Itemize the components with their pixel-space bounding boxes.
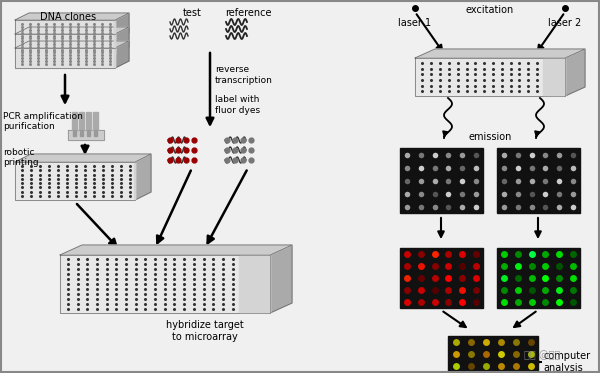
Polygon shape xyxy=(79,112,84,130)
Polygon shape xyxy=(497,248,580,308)
Polygon shape xyxy=(60,255,270,313)
Polygon shape xyxy=(448,336,538,373)
Text: hybridize target
to microarray: hybridize target to microarray xyxy=(166,320,244,342)
Polygon shape xyxy=(73,130,76,136)
Polygon shape xyxy=(15,27,129,34)
Text: laser 2: laser 2 xyxy=(548,18,581,28)
Polygon shape xyxy=(239,256,269,312)
Polygon shape xyxy=(94,130,97,136)
Polygon shape xyxy=(565,49,585,96)
Polygon shape xyxy=(60,245,292,255)
Polygon shape xyxy=(15,154,151,162)
Polygon shape xyxy=(15,41,129,48)
Polygon shape xyxy=(115,41,129,68)
Polygon shape xyxy=(15,20,115,40)
Polygon shape xyxy=(415,58,565,96)
Polygon shape xyxy=(15,162,135,200)
Polygon shape xyxy=(86,112,91,130)
Polygon shape xyxy=(72,112,77,130)
Polygon shape xyxy=(15,48,115,68)
Text: reference: reference xyxy=(225,8,271,18)
Polygon shape xyxy=(114,49,115,67)
Polygon shape xyxy=(15,34,115,54)
Polygon shape xyxy=(415,49,585,58)
Text: DNA clones: DNA clones xyxy=(40,12,96,22)
Polygon shape xyxy=(114,21,115,39)
Polygon shape xyxy=(87,130,90,136)
Text: reverse
transcription: reverse transcription xyxy=(215,65,273,85)
Text: 知乎 @小冲: 知乎 @小冲 xyxy=(524,350,560,360)
Polygon shape xyxy=(115,13,129,40)
Text: computer
analysis: computer analysis xyxy=(543,351,590,373)
Text: PCR amplification
purification: PCR amplification purification xyxy=(3,112,83,131)
Text: laser 1: laser 1 xyxy=(398,18,431,28)
Text: label with
fluor dyes: label with fluor dyes xyxy=(215,95,260,115)
Text: test: test xyxy=(182,8,202,18)
Polygon shape xyxy=(93,112,98,130)
Polygon shape xyxy=(15,13,129,20)
Polygon shape xyxy=(114,35,115,53)
Polygon shape xyxy=(497,148,580,213)
Polygon shape xyxy=(80,130,83,136)
Polygon shape xyxy=(400,148,483,213)
Polygon shape xyxy=(542,59,564,95)
Polygon shape xyxy=(68,130,104,140)
Polygon shape xyxy=(400,248,483,308)
Text: emission: emission xyxy=(469,132,512,142)
Polygon shape xyxy=(115,27,129,54)
Polygon shape xyxy=(135,154,151,200)
Text: robotic
printing: robotic printing xyxy=(3,148,38,167)
Polygon shape xyxy=(134,163,135,199)
Polygon shape xyxy=(270,245,292,313)
Text: excitation: excitation xyxy=(466,5,514,15)
